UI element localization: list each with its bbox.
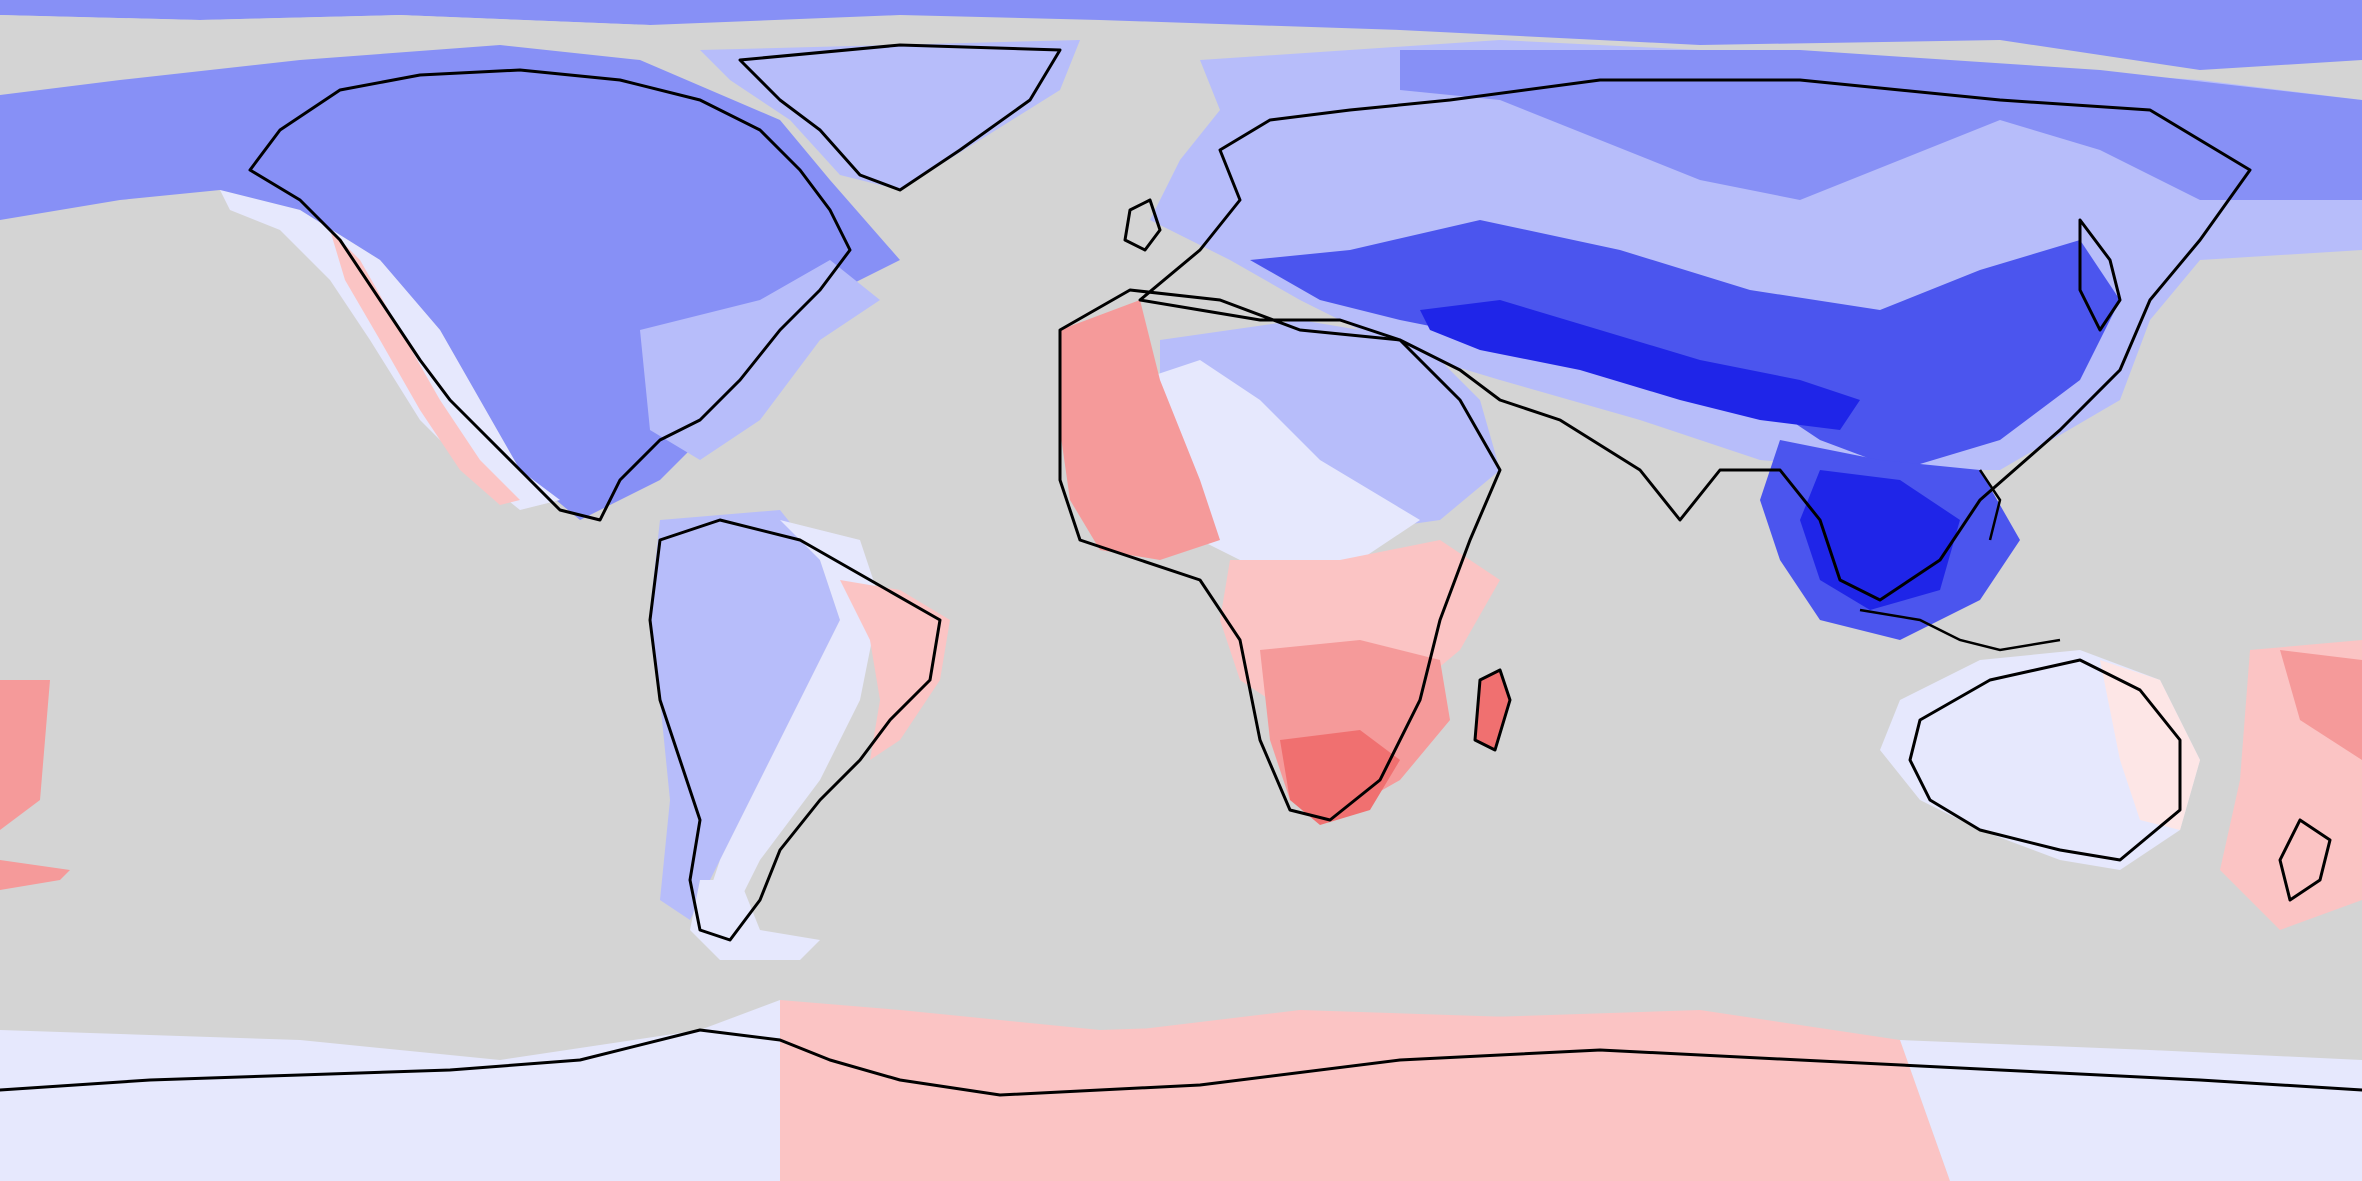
- region-antarctica-west: [0, 1000, 800, 1181]
- region-antarctica-far-east: [1900, 1040, 2362, 1181]
- coastline-madagascar: [1473, 668, 1512, 752]
- region-pacific-islands-core: [2280, 650, 2362, 760]
- coastline-south-america: [648, 518, 942, 942]
- region-eurasia-north: [1400, 50, 2362, 200]
- region-west-pacific-red2: [0, 860, 70, 890]
- coastline-philippines: [1978, 469, 2002, 541]
- coastline-north-america: [248, 68, 852, 522]
- region-brazil-east: [840, 580, 950, 760]
- region-south-america-east-light: [700, 520, 880, 920]
- coastline-new-zealand: [2278, 818, 2332, 902]
- coastline-greenland: [738, 43, 1062, 192]
- coastline-uk: [1123, 198, 1162, 252]
- region-greenland: [700, 40, 1080, 190]
- region-na-east-light: [640, 260, 880, 460]
- coastline-indonesia: [1859, 608, 2061, 652]
- coastlines: [0, 43, 2362, 1097]
- coastline-japan: [2078, 218, 2122, 332]
- region-himalaya-core: [1420, 300, 1860, 430]
- coastline-eurasia: [1138, 78, 2252, 602]
- coastline-australia: [1908, 658, 2182, 862]
- region-arctic-band: [0, 0, 2362, 70]
- region-madagascar: [1475, 670, 1510, 750]
- region-central-asia: [1250, 220, 2120, 470]
- region-west-pacific-red: [0, 680, 50, 830]
- region-patagonia: [690, 880, 820, 960]
- region-south-america-west: [650, 510, 840, 920]
- coastline-antarctica: [0, 1028, 2362, 1097]
- region-australia-east: [2100, 660, 2200, 830]
- region-southern-africa-core: [1280, 730, 1400, 825]
- coastline-africa: [1058, 288, 1502, 822]
- region-west-africa: [1060, 300, 1220, 560]
